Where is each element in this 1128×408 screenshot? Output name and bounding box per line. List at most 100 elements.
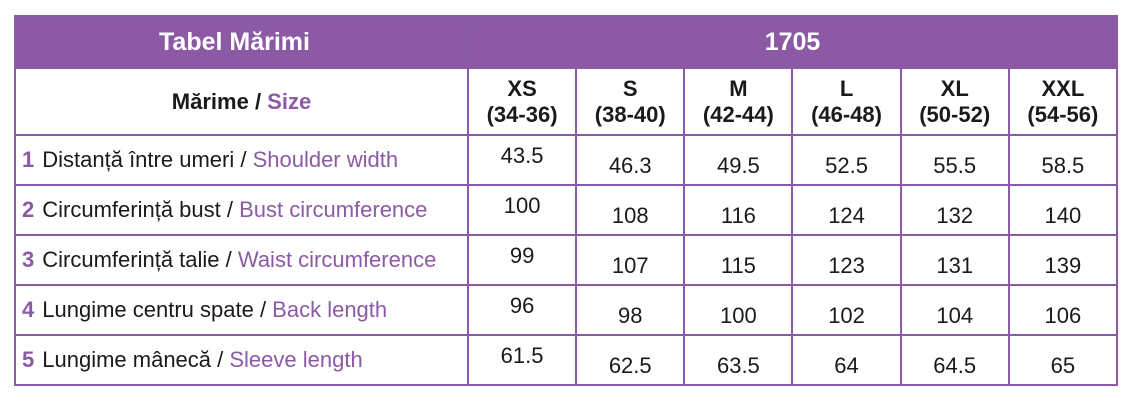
cell-value: 98 [617,303,643,328]
table-cell: 116 [683,184,794,236]
table-cell: 115 [683,234,794,286]
cell-value: 131 [936,253,974,278]
cell-value: 124 [828,203,865,228]
cell-value: 104 [936,303,974,328]
size-range: (38-40) [594,101,666,127]
cell-value: 99 [509,243,535,268]
table-cell: 123 [791,234,902,286]
table-body: 1 Distanță între umeri / Shoulder width 4 3… [14,134,1119,386]
size-header-en: Size [267,88,312,114]
size-name: S [622,75,638,101]
cell-value: 108 [611,203,649,228]
cell-value: 52.5 [825,153,868,178]
table-cell: 98 [575,284,686,336]
table-row: 2 Circumferință bust / Bust circumference… [14,184,1119,236]
cell-value: 115 [720,253,756,278]
cell-value: 106 [1044,303,1082,328]
size-chart: Tabel Mărimi 1705 Mărime / Size XS (34-36… [14,15,1119,393]
cell-value: 58.5 [1041,153,1085,178]
size-name: XL [940,75,969,101]
size-header-m: M (42-44) [683,67,794,136]
table-cell: 55.5 [899,134,1010,186]
table-row: 3 Circumferință talie / Waist circumferen… [14,234,1119,286]
cell-value: 132 [936,203,974,228]
table-cell: 61.5 [466,334,578,386]
table-row: 5 Lungime mânecă / Sleeve length 61.5 62.5 6… [14,334,1119,386]
table-cell: 139 [1007,234,1119,286]
table-cell: 49.5 [683,134,794,186]
table-row: 4 Lungime centru spate / Back length 96 98 1… [14,284,1119,336]
size-header-xs: XS (34-36) [466,67,578,136]
measurement-label: 1 Distanță între umeri / Shoulder width [14,134,469,186]
size-header-separator: / [248,88,268,114]
table-cell: 65 [1007,334,1119,386]
measurement-name-ro: Circumferință talie [42,247,220,272]
measurement-name-en: Shoulder width [252,147,399,172]
table-cell: 104 [899,284,1010,336]
size-header-xxl: XXL (54-56) [1007,67,1119,136]
table-cell: 64 [791,334,902,386]
measurement-separator: / [219,247,238,272]
measurement-number: 3 [22,247,35,272]
measurement-number: 4 [22,297,35,322]
table-cell: 58.5 [1007,134,1119,186]
measurement-separator: / [253,297,273,322]
size-header-l: L (46-48) [791,67,902,136]
table-cell: 52.5 [791,134,902,186]
model-code: 1705 [467,15,1118,69]
measurement-label: 4 Lungime centru spate / Back length [14,284,469,336]
measurement-name-ro: Lungime mânecă [42,347,212,372]
size-name: XXL [1041,75,1085,101]
measurement-name-en: Sleeve length [229,347,363,372]
size-name: M [729,75,748,101]
cell-value: 100 [503,193,541,218]
table-cell: 100 [683,284,794,336]
cell-value: 63.5 [716,353,760,378]
size-header-xl: XL (50-52) [899,67,1010,136]
size-header-ro: Mărime [171,88,249,114]
size-header-s: S (38-40) [575,67,686,136]
table-cell: 131 [899,234,1010,286]
table-cell: 96 [466,284,578,336]
cell-value: 62.5 [608,353,652,378]
table-cell: 99 [466,234,578,286]
measurement-name-ro: Circumferință bust [42,197,221,222]
measurement-name-ro: Distanță între umeri [42,147,235,172]
size-range: (54-56) [1027,101,1099,127]
cell-value: 107 [611,253,649,278]
cell-value: 100 [720,303,757,328]
table-cell: 108 [575,184,686,236]
measurement-number: 2 [22,197,35,222]
measurement-name-en: Back length [272,297,388,322]
measurement-number: 1 [22,147,35,172]
cell-value: 64 [834,353,859,378]
table-title: Tabel Mărimi [14,15,469,69]
table-cell: 62.5 [575,334,686,386]
table-cell: 107 [575,234,686,286]
cell-value: 102 [828,303,865,328]
size-table: Tabel Mărimi 1705 Mărime / Size XS (34-36… [14,15,1119,386]
measurement-number: 5 [22,347,35,372]
cell-value: 123 [828,253,865,278]
table-cell: 102 [791,284,902,336]
measurement-name-en: Bust circumference [239,197,428,222]
cell-value: 61.5 [500,343,544,368]
cell-value: 139 [1044,253,1082,278]
measurement-label: 2 Circumferință bust / Bust circumference [14,184,469,236]
size-name: L [839,75,854,101]
size-range: (34-36) [486,101,558,127]
measurement-label: 3 Circumferință talie / Waist circumferen… [14,234,469,286]
size-column-header: Mărime / Size [14,67,469,136]
cell-value: 96 [509,293,535,318]
cell-value: 116 [720,203,756,228]
cell-value: 49.5 [716,153,760,178]
table-row: 1 Distanță între umeri / Shoulder width 43… [14,134,1119,186]
header-row: Mărime / Size XS (34-36) S (38-40) M (42-44) L… [14,67,1119,136]
table-cell: 124 [791,184,902,236]
cell-value: 140 [1044,203,1082,228]
table-cell: 46.3 [575,134,686,186]
table-cell: 100 [466,184,578,236]
measurement-label: 5 Lungime mânecă / Sleeve length [14,334,469,386]
table-cell: 106 [1007,284,1119,336]
measurement-separator: / [211,347,230,372]
